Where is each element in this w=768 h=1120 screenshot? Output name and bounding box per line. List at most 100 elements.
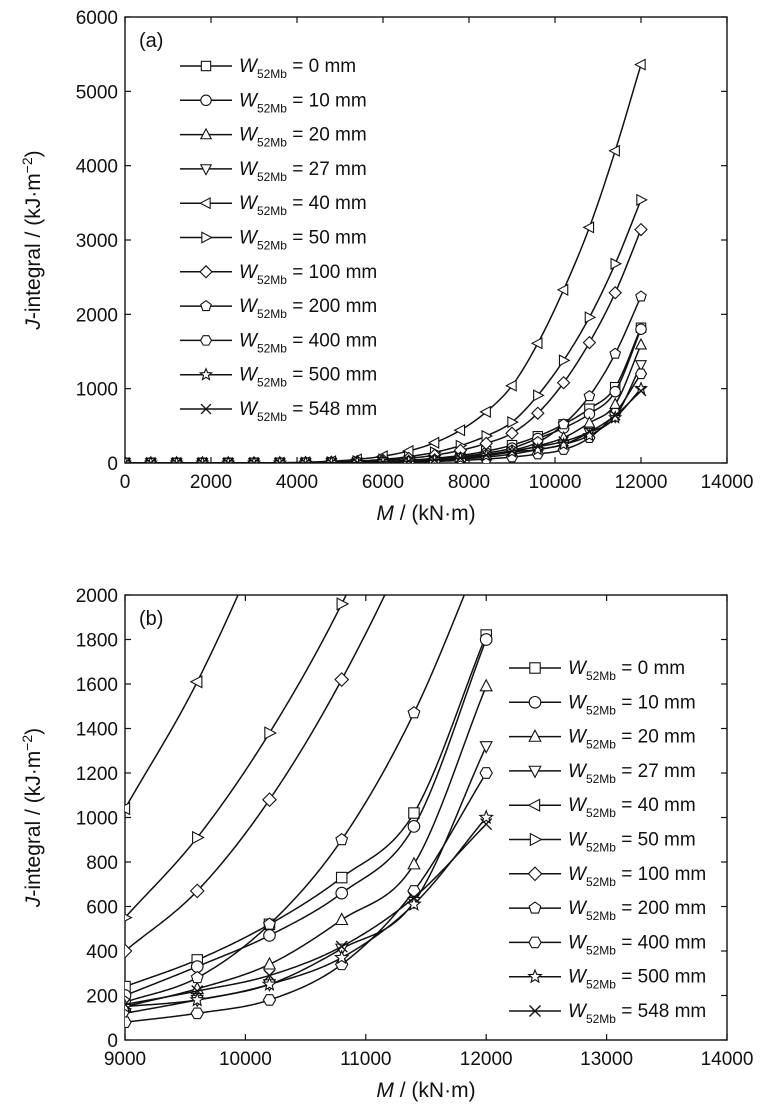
panel-a-series-7-point (635, 290, 647, 302)
panel-b-y-tick-label: 2000 (76, 586, 118, 607)
panel-b-y-tick-label: 1600 (76, 675, 118, 696)
panel-a-series-4-point (608, 144, 620, 157)
panel-b-series-8-point (262, 994, 277, 1006)
panel-b-legend-entry: W52Mb = 200 mm (509, 898, 706, 923)
panel-b-legend-marker (529, 832, 543, 847)
panel-a-series-10-point (558, 436, 570, 447)
panel-a-series-10-point (635, 385, 647, 397)
panel-a-series-2-point (634, 337, 648, 350)
panel-a-series-10-point (429, 454, 441, 463)
panel-b-series-0-point (408, 807, 420, 819)
panel-b-legend-entry: W52Mb = 100 mm (509, 864, 706, 889)
panel-b-series-0-point (335, 871, 348, 884)
panel-b-series-5-point (125, 913, 133, 922)
panel-b-plot-area (125, 247, 494, 1029)
panel-a-series-line-4 (125, 64, 642, 463)
panel-a-series-8-point (634, 368, 648, 380)
panel-a-x-tick-label: 8000 (448, 472, 490, 493)
panel-a-legend-entry: W52Mb = 500 mm (180, 365, 377, 390)
panel-b-series-2-point (479, 678, 493, 692)
panel-a-legend-entry: W52Mb = 40 mm (180, 193, 367, 218)
panel-b-series-9-point (261, 976, 278, 991)
panel-b-legend-label: W52Mb = 548 mm (568, 1001, 706, 1026)
panel-a-series-9-point (608, 410, 623, 424)
panel-b-y-tick-label: 1200 (76, 764, 118, 785)
panel-b-series-6-point (262, 792, 277, 808)
panel-a-series-4-point (556, 283, 569, 296)
panel-b-series-6-point (189, 883, 205, 899)
panel-b-panel-label: (b) (139, 608, 163, 630)
panel-b-series-1-point (263, 929, 276, 942)
panel-b-series-5-point (482, 247, 493, 259)
panel-a-series-9-point (246, 455, 262, 463)
panel-a-y-tick-label: 2000 (76, 305, 118, 326)
panel-b-series-7-point (407, 706, 421, 719)
panel-b-series-6-point (334, 672, 350, 687)
panel-a-legend-marker (199, 335, 213, 346)
panel-b-legend-entry: W52Mb = 10 mm (509, 692, 696, 717)
panel-b-y-tick-label: 1400 (76, 720, 118, 741)
panel-b-series-10-point (335, 940, 348, 953)
panel-b-legend-marker (528, 901, 542, 914)
panel-a-series-5-point (584, 311, 597, 324)
panel-b-series-4-point (189, 675, 203, 689)
panel-a-legend-entry: W52Mb = 200 mm (180, 296, 377, 321)
panel-a-legend-entry: W52Mb = 548 mm (180, 399, 377, 424)
panel-b-legend-entry: W52Mb = 20 mm (509, 727, 696, 752)
panel-b-series-6-point (407, 524, 420, 537)
panel-b-series-8-point (407, 885, 421, 897)
panel-b-legend-marker (528, 1004, 542, 1018)
panel-b-series-8-point (479, 767, 493, 779)
panel-b-series-line-9 (125, 817, 487, 1008)
panel-a-y-tick-label: 5000 (76, 82, 118, 103)
panel-a-legend-label: W52Mb = 27 mm (239, 159, 367, 184)
panel-b-series-3-point (479, 741, 493, 754)
panel-b-series-line-4 (125, 595, 239, 809)
panel-a-series-6-point (634, 222, 648, 237)
panel-b-series-6-point (480, 335, 493, 348)
panel-a-legend-marker (199, 164, 213, 176)
panel-a-series-7-point (583, 389, 596, 402)
panel-a-series-2-point (583, 415, 596, 428)
panel-b-legend-label: W52Mb = 50 mm (568, 830, 696, 855)
panel-a-x-tick-label: 6000 (362, 472, 404, 493)
panel-a-series-10-point (274, 457, 286, 463)
panel-a-series-10-point (454, 452, 466, 463)
panel-b-series-8-point (125, 1016, 132, 1029)
panel-a-legend-label: W52Mb = 20 mm (239, 125, 367, 150)
panel-b-series-10-point (191, 985, 204, 998)
panel-a-x-tick-label: 4000 (276, 472, 318, 493)
panel-a-legend-label: W52Mb = 10 mm (239, 90, 367, 115)
panel-a-legend-marker (201, 231, 213, 244)
panel-b-x-axis-label: M / (kN·m) (376, 1079, 475, 1102)
panel-a-series-9-point (195, 455, 210, 463)
panel-b-legend-label: W52Mb = 40 mm (568, 795, 696, 820)
panel-a-series-10-point (171, 457, 183, 463)
panel-a-series-10-point (222, 457, 234, 463)
panel-b-legend-marker (528, 729, 542, 742)
panel-b-legend-entry: W52Mb = 40 mm (509, 795, 696, 820)
panel-b-series-10-point (263, 969, 276, 982)
panel-a-series-10-point (125, 457, 131, 463)
panel-b-series-2-point (262, 956, 277, 970)
panel-a-series-7-point (557, 418, 570, 430)
panel-a-series-1-point (635, 323, 647, 335)
panel-a-legend-entry: W52Mb = 0 mm (180, 56, 356, 81)
panel-b-legend-entry: W52Mb = 548 mm (509, 1001, 706, 1026)
panel-a-legend-marker (200, 299, 212, 312)
panel-a-series-6-point (505, 426, 519, 441)
panel-b-x-tick-label: 9000 (104, 1049, 146, 1070)
panel-a-legend-marker (199, 197, 211, 210)
panel-b-series-0-point (125, 980, 131, 993)
panel-a-legend-marker (199, 127, 213, 140)
panel-b-legend-marker (527, 968, 543, 984)
panel-a-series-7-point (609, 347, 622, 359)
panel-b-series-8-point (190, 1007, 204, 1020)
panel-a-legend-marker (199, 265, 213, 279)
panel-a-series-10-point (196, 457, 208, 463)
panel-b-series-9-point (333, 949, 350, 965)
panel-a-series-9-point (350, 455, 365, 463)
panel-b-legend-label: W52Mb = 200 mm (568, 898, 706, 923)
panel-a-series-10-point (377, 456, 389, 463)
